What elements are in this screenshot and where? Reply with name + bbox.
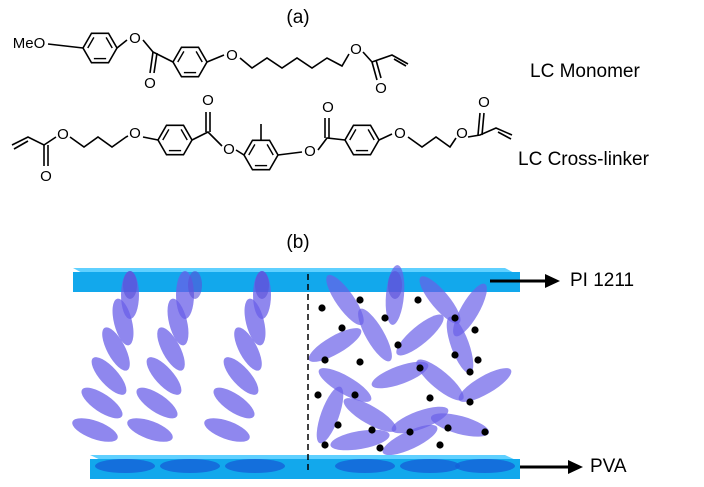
lc-molecule bbox=[123, 271, 137, 299]
dopant bbox=[416, 364, 423, 371]
layer-label: PVA bbox=[590, 456, 627, 477]
lc-molecule bbox=[201, 413, 252, 446]
lc-molecule bbox=[455, 459, 515, 473]
lc-molecule bbox=[391, 309, 449, 361]
crosslinker-name: LC Cross-linker bbox=[518, 149, 650, 170]
atom-label: O bbox=[202, 92, 214, 109]
lc-molecule bbox=[400, 459, 460, 473]
dopant bbox=[394, 341, 401, 348]
dopant bbox=[376, 444, 383, 451]
dopant bbox=[451, 314, 458, 321]
dopant bbox=[451, 351, 458, 358]
atom-label: O bbox=[144, 75, 156, 92]
atom-label: O bbox=[57, 126, 69, 143]
atom-label: O bbox=[478, 94, 490, 111]
layer-label: PI 1211 bbox=[570, 270, 634, 291]
atom-label: O bbox=[223, 141, 235, 158]
crosslinker-bonds bbox=[12, 112, 512, 166]
dopant bbox=[318, 304, 325, 311]
lc-molecule bbox=[95, 459, 155, 473]
dopant bbox=[338, 324, 345, 331]
dopant bbox=[471, 326, 478, 333]
dopant bbox=[414, 296, 421, 303]
dopant bbox=[481, 428, 488, 435]
dopant bbox=[351, 391, 358, 398]
lc-molecule bbox=[388, 271, 402, 299]
atom-label: O bbox=[129, 30, 141, 47]
atom-label: O bbox=[226, 47, 238, 64]
dopant bbox=[356, 296, 363, 303]
top-plate bbox=[73, 268, 520, 292]
panel-label: (b) bbox=[286, 232, 309, 253]
figure: (a) LC Monomer LC Cross-linker (b) bbox=[0, 0, 704, 487]
dopant bbox=[314, 391, 321, 398]
lc-molecule bbox=[160, 459, 220, 473]
dopant bbox=[368, 426, 375, 433]
lc-molecule bbox=[69, 413, 120, 446]
lc-molecule bbox=[188, 271, 202, 299]
dopant bbox=[444, 424, 451, 431]
dopant bbox=[406, 428, 413, 435]
dopant bbox=[321, 356, 328, 363]
dopant bbox=[466, 368, 473, 375]
dopant bbox=[356, 358, 363, 365]
dopant bbox=[381, 314, 388, 321]
atom-label: O bbox=[350, 41, 362, 58]
dopant bbox=[436, 441, 443, 448]
atom-label: O bbox=[129, 125, 141, 142]
lc-molecule bbox=[255, 271, 269, 299]
atom-label: O bbox=[40, 168, 52, 185]
atom-label: MeO bbox=[13, 35, 46, 52]
molecules bbox=[69, 264, 515, 461]
atom-label: O bbox=[375, 80, 387, 97]
dopant bbox=[466, 398, 473, 405]
dopant bbox=[474, 356, 481, 363]
atom-label: O bbox=[456, 125, 468, 142]
lc-molecule bbox=[225, 459, 285, 473]
dopant bbox=[426, 394, 433, 401]
monomer-name: LC Monomer bbox=[530, 61, 640, 82]
dopant bbox=[321, 441, 328, 448]
atom-label: O bbox=[394, 125, 406, 142]
panel-label: (a) bbox=[286, 7, 309, 28]
lc-molecule bbox=[335, 459, 395, 473]
dopant bbox=[334, 421, 341, 428]
lc-molecule bbox=[305, 322, 366, 368]
atom-label: O bbox=[304, 143, 316, 160]
lc-molecule bbox=[124, 413, 175, 446]
atom-label: O bbox=[322, 99, 334, 116]
